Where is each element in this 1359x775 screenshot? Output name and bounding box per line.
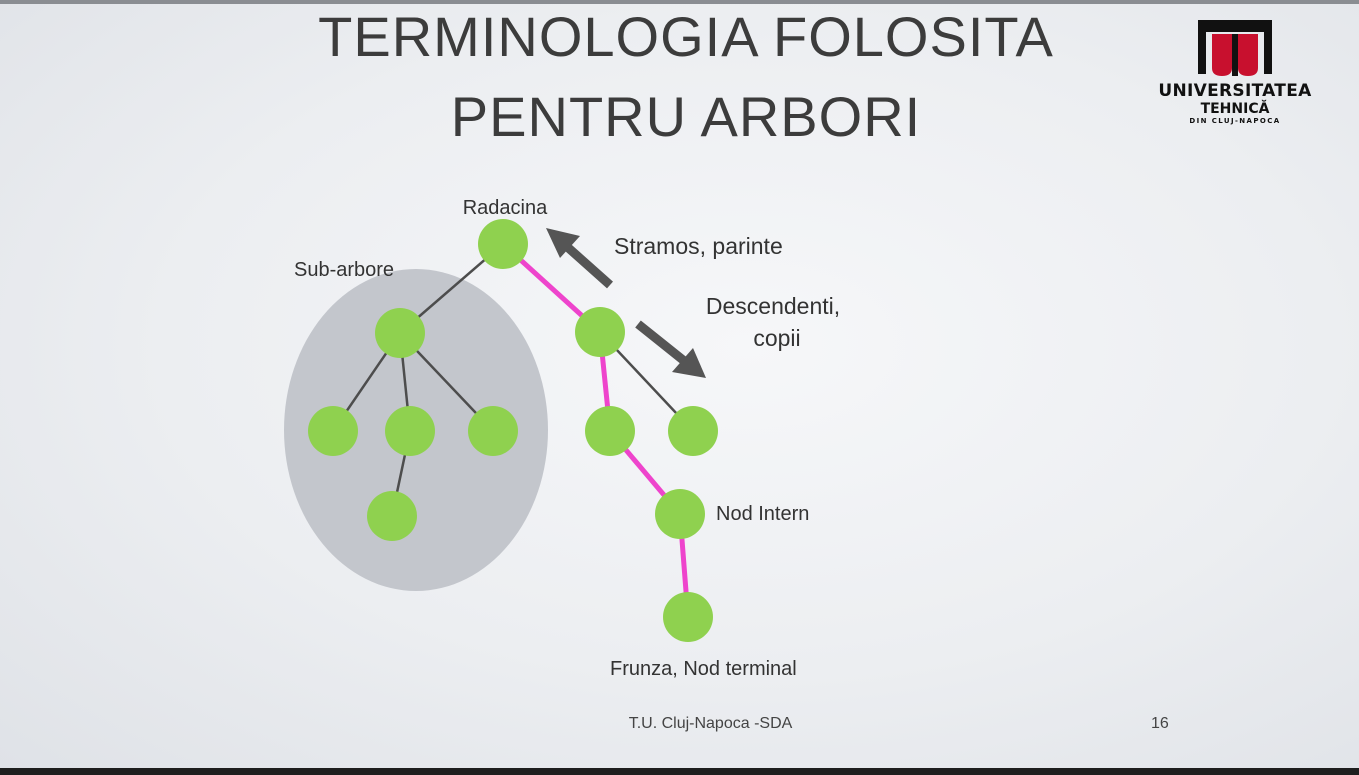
node-internal: [655, 489, 705, 539]
logo-name: UNIVERSITATEA: [1158, 81, 1312, 101]
node-subtree-left: [308, 406, 358, 456]
label-leaf: Frunza, Nod terminal: [610, 658, 797, 680]
logo-city: DIN CLUJ-NAPOCA: [1189, 117, 1281, 125]
node-subtree-mid: [385, 406, 435, 456]
label-descendants-line-1: Descendenti,: [706, 293, 840, 319]
slide-footer: T.U. Cluj-Napoca -SDA: [628, 715, 793, 732]
page-number: 16: [1151, 715, 1169, 732]
node-leaf: [663, 592, 713, 642]
logo-center-bar: [1232, 34, 1238, 76]
node-subtree-root: [375, 308, 425, 358]
node-subtree-right: [468, 406, 518, 456]
label-ancestor: Stramos, parinte: [614, 233, 783, 259]
slide-title-line-1: TERMINOLOGIA FOLOSITA: [318, 5, 1054, 68]
descendants-arrow-icon: [635, 320, 706, 378]
slide-title-line-2: PENTRU ARBORI: [450, 85, 922, 148]
node-root: [478, 219, 528, 269]
ancestor-arrow-icon: [546, 228, 613, 289]
label-subtree: Sub-arbore: [294, 259, 394, 281]
label-internal-node: Nod Intern: [716, 503, 809, 525]
university-logo: UNIVERSITATEA TEHNICĂ DIN CLUJ-NAPOCA: [1150, 16, 1320, 131]
logo-right-pillar: [1238, 34, 1258, 76]
label-root: Radacina: [463, 197, 548, 219]
label-descendants-line-2: copii: [753, 325, 800, 351]
node-subtree-bottom: [367, 491, 417, 541]
logo-subtitle: TEHNICĂ: [1200, 101, 1270, 117]
top-border: [0, 0, 1359, 4]
logo-frame: [1198, 20, 1272, 74]
logo-left-pillar: [1212, 34, 1232, 76]
node-parent: [575, 307, 625, 357]
bottom-bar: [0, 768, 1359, 775]
node-child-right: [668, 406, 718, 456]
node-child-left: [585, 406, 635, 456]
logo-mark-icon: [1198, 20, 1272, 76]
